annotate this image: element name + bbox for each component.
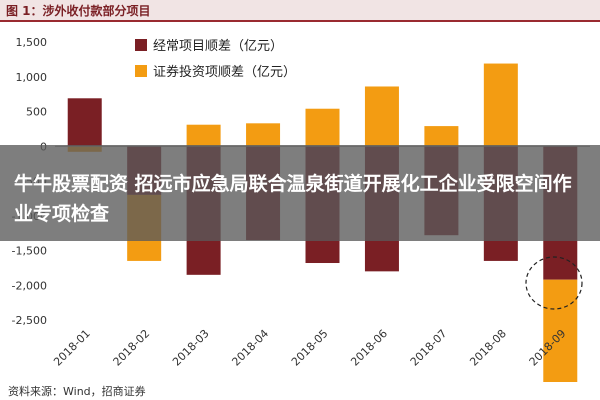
- x-tick-label: 2018-01: [51, 327, 93, 369]
- y-tick-label: -2,500: [12, 314, 47, 327]
- legend-swatch: [135, 39, 147, 51]
- figure-header: 图 1：涉外收付款部分项目: [0, 0, 600, 20]
- legend-label: 经常项目顺差（亿元）: [153, 39, 283, 54]
- bar-securities-2018-06: [364, 86, 399, 147]
- legend: 经常项目顺差（亿元） 证券投资项顺差（亿元）: [135, 39, 296, 80]
- legend-label: 证券投资项顺差（亿元）: [153, 64, 296, 80]
- news-overlay: 牛牛股票配资 招远市应急局联合温泉街道开展化工企业受限空间作业专项检查: [0, 145, 600, 241]
- bar-current-account-2018-01: [67, 98, 102, 147]
- x-tick-label: 2018-07: [408, 327, 450, 369]
- x-tick-label: 2018-08: [467, 327, 509, 369]
- y-tick-label: 1,000: [16, 71, 48, 84]
- y-tick-label: 500: [26, 106, 47, 119]
- legend-swatch: [135, 65, 147, 77]
- y-tick-label: -2,000: [12, 279, 47, 292]
- bar-securities-2018-08: [483, 63, 518, 147]
- x-tick-label: 2018-04: [229, 327, 271, 369]
- x-tick-label: 2018-03: [170, 327, 212, 369]
- x-tick-label: 2018-02: [111, 327, 153, 369]
- x-axis: 2018-01 2018-02 2018-03 2018-04 2018-05 2018-…: [51, 327, 568, 369]
- bar-securities-2018-05: [305, 108, 340, 147]
- x-tick-label: 2018-06: [348, 327, 390, 369]
- highlight-circle: [525, 256, 583, 310]
- header-divider: [0, 20, 600, 22]
- overlay-headline: 牛牛股票配资 招远市应急局联合温泉街道开展化工企业受限空间作业专项检查: [14, 173, 572, 225]
- bar-securities-2018-03: [186, 124, 221, 147]
- source-note: 资料来源：Wind，招商证券: [8, 385, 146, 398]
- bar-securities-2018-09: [543, 279, 578, 382]
- figure-title: 图 1：涉外收付款部分项目: [6, 4, 151, 18]
- bar-securities-2018-07: [424, 126, 459, 147]
- bar-securities-2018-04: [246, 123, 281, 147]
- y-tick-label: -1,500: [12, 245, 47, 258]
- y-tick-label: 1,500: [16, 36, 48, 49]
- x-tick-label: 2018-05: [289, 327, 331, 369]
